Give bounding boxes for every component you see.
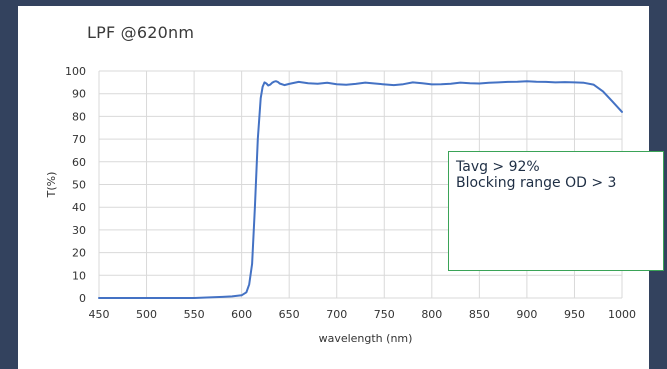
- data-point: [261, 86, 264, 88]
- data-point: [393, 84, 395, 86]
- data-point: [564, 81, 566, 83]
- annotation-line-1: Tavg > 92%: [456, 159, 540, 175]
- data-point: [469, 82, 471, 84]
- y-tick-label: 30: [72, 224, 86, 237]
- data-point: [279, 82, 281, 85]
- x-tick-label: 800: [421, 308, 442, 321]
- series-points: [98, 80, 623, 299]
- data-point: [554, 81, 557, 83]
- x-axis-label: wavelength (nm): [319, 332, 413, 345]
- data-point: [431, 83, 433, 85]
- data-point: [245, 291, 247, 293]
- annotation-box: Tavg > 92% Blocking range OD > 3: [448, 151, 664, 271]
- data-point: [288, 83, 290, 85]
- annotation-line-2: Blocking range OD > 3: [456, 175, 617, 191]
- y-tick-label: 10: [72, 269, 86, 282]
- data-point: [277, 81, 279, 83]
- data-point: [488, 82, 490, 84]
- data-point: [251, 263, 253, 265]
- x-tick-label: 500: [136, 308, 157, 321]
- x-tick-label: 1000: [608, 308, 636, 321]
- data-point: [193, 297, 195, 299]
- data-point: [478, 82, 480, 85]
- data-point: [621, 111, 623, 113]
- y-tick-label: 90: [72, 88, 86, 101]
- data-point: [254, 206, 256, 208]
- data-point: [273, 81, 275, 83]
- data-point: [271, 82, 273, 84]
- data-point: [298, 81, 300, 83]
- data-point: [275, 80, 277, 82]
- transmission-series-line: [98, 80, 623, 299]
- data-point: [345, 84, 347, 86]
- data-point: [241, 294, 243, 296]
- x-tick-label: 650: [279, 308, 300, 321]
- data-point: [248, 283, 250, 285]
- data-point: [317, 83, 319, 85]
- data-point: [440, 83, 442, 85]
- x-tick-label: 700: [326, 308, 347, 321]
- data-point: [459, 81, 461, 84]
- data-point: [421, 82, 423, 84]
- data-point: [364, 81, 366, 84]
- data-point: [611, 101, 614, 103]
- data-point: [497, 81, 499, 83]
- x-tick-label: 550: [184, 308, 205, 321]
- data-point: [374, 82, 376, 85]
- y-tick-label: 100: [65, 65, 86, 78]
- x-tick-label: 900: [516, 308, 537, 321]
- data-point: [263, 81, 266, 83]
- y-tick-label: 0: [79, 292, 86, 305]
- data-point: [355, 83, 357, 85]
- y-tick-label: 60: [72, 156, 86, 169]
- y-tick-label: 20: [72, 247, 86, 260]
- data-point: [412, 81, 414, 83]
- x-tick-label: 450: [89, 308, 110, 321]
- data-point: [336, 83, 338, 85]
- data-point: [583, 82, 585, 84]
- y-tick-label: 70: [72, 133, 86, 146]
- y-tick-label: 50: [72, 179, 86, 192]
- data-point: [450, 83, 452, 85]
- x-tick-label: 950: [564, 308, 585, 321]
- data-point: [260, 97, 262, 99]
- data-point: [145, 297, 148, 299]
- x-tick-label: 850: [469, 308, 490, 321]
- data-point: [507, 81, 509, 83]
- data-point: [326, 82, 328, 84]
- data-point: [526, 80, 528, 82]
- y-axis-label: T(%): [45, 172, 58, 199]
- data-point: [402, 83, 404, 85]
- data-point: [265, 82, 267, 85]
- data-point: [516, 81, 519, 83]
- data-point: [283, 84, 286, 86]
- x-tick-label: 600: [231, 308, 252, 321]
- data-point: [602, 90, 604, 93]
- data-point: [222, 296, 224, 298]
- x-tick-label: 750: [374, 308, 395, 321]
- data-point: [573, 81, 576, 83]
- data-point: [98, 297, 100, 299]
- data-point: [383, 83, 385, 85]
- y-tick-label: 40: [72, 201, 86, 214]
- y-tick-label: 80: [72, 110, 86, 123]
- data-point: [267, 84, 269, 87]
- data-point: [307, 82, 309, 84]
- data-point: [269, 84, 271, 86]
- data-point: [592, 84, 595, 86]
- data-point: [212, 296, 214, 298]
- data-point: [545, 81, 547, 83]
- data-point: [257, 138, 259, 140]
- data-point: [231, 295, 233, 298]
- chart-title: LPF @620nm: [87, 23, 195, 42]
- data-point: [535, 81, 538, 83]
